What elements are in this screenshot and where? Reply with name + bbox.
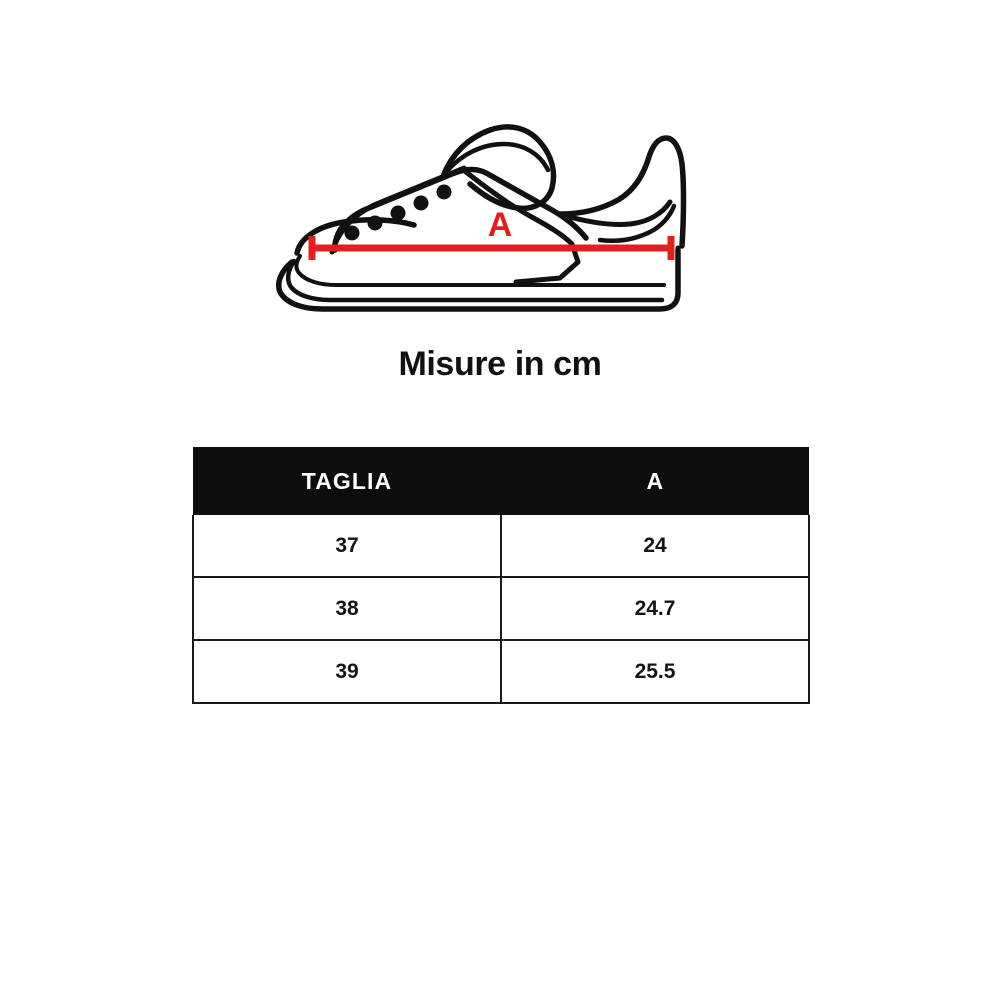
eyelet-icon (436, 184, 452, 200)
table-row: 38 24.7 (192, 577, 810, 641)
heel-collar-path (557, 135, 687, 249)
shoe-outline-group (276, 124, 687, 312)
measurement-line-group (308, 236, 675, 260)
heel-collar-inner (563, 199, 673, 227)
heel-counter-line (597, 203, 677, 243)
table-row: 37 24 (192, 515, 810, 578)
cell-size: 38 (192, 577, 502, 641)
vamp-outline (332, 166, 589, 253)
eyelet-icon (390, 205, 406, 221)
size-chart-table: TAGLIA A 37 24 38 24.7 39 25.5 (192, 447, 810, 704)
midsole-line-upper (294, 254, 666, 287)
shoe-diagram-svg: A (276, 124, 687, 312)
lace-eyelets-group (344, 184, 452, 241)
column-header-taglia: TAGLIA (193, 447, 501, 515)
page-title: Misure in cm (398, 345, 602, 383)
cell-measure-a: 24 (500, 515, 810, 578)
shoe-illustration: A (0, 110, 1000, 325)
table-body: 37 24 38 24.7 39 25.5 (192, 515, 810, 704)
measurement-label-a: A (488, 206, 513, 244)
cell-size: 39 (192, 640, 502, 704)
table-row: 39 25.5 (192, 640, 810, 704)
eyelet-icon (367, 215, 383, 231)
cell-size: 37 (192, 515, 502, 578)
cell-measure-a: 24.7 (500, 577, 810, 641)
column-header-a: A (501, 447, 809, 515)
tongue-inner-line (443, 141, 551, 175)
table-header: TAGLIA A (193, 447, 809, 515)
eyelet-icon (344, 225, 360, 241)
midsole-line-lower (285, 258, 665, 303)
cell-measure-a: 25.5 (500, 640, 810, 704)
quarter-panel-seam (463, 169, 581, 285)
eyelet-icon (413, 195, 429, 211)
table-header-row: TAGLIA A (193, 447, 809, 515)
outsole-path (276, 247, 681, 312)
